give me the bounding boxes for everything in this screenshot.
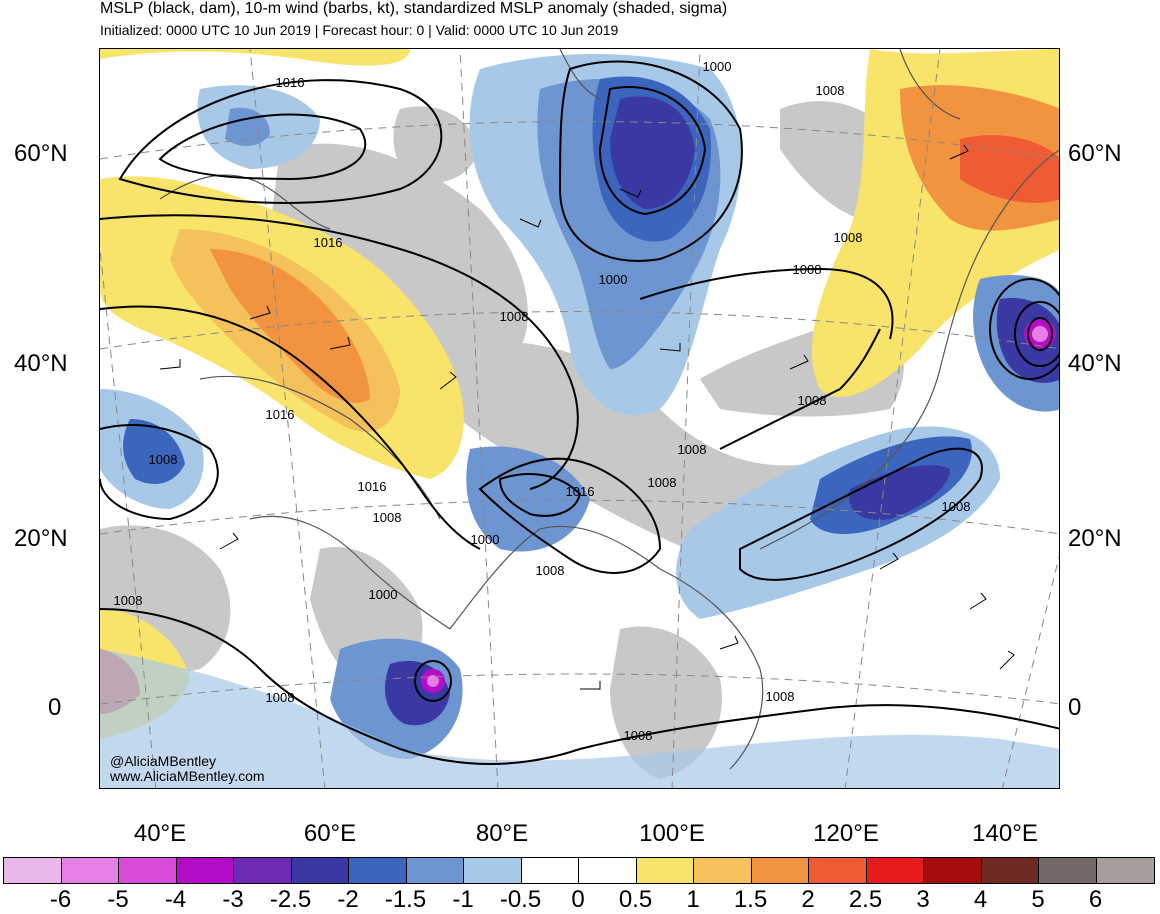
colorbar-tick-label: -1.5: [384, 886, 427, 913]
colorbar-tick-label: 1.5: [733, 886, 768, 913]
colorbar-swatch: [521, 858, 579, 883]
colorbar-tick-label: 0.5: [618, 886, 653, 913]
colorbar-tick-label: -1: [452, 886, 474, 913]
lat-label-left: 40°N: [14, 350, 68, 377]
colorbar-swatch: [694, 858, 752, 883]
isobar-label: 1008: [500, 309, 529, 324]
chart-subtitle: Initialized: 0000 UTC 10 Jun 2019 | Fore…: [100, 22, 619, 38]
colorbar-swatch: [1096, 858, 1154, 883]
isobar-label: 1008: [766, 689, 795, 704]
lat-label-right: 20°N: [1068, 525, 1122, 552]
lat-label-right: 60°N: [1068, 140, 1122, 167]
colorbar-swatch: [924, 858, 982, 883]
isobar-label: 1008: [624, 728, 653, 743]
isobar-label: 1008: [816, 83, 845, 98]
isobar-label: 1000: [369, 587, 398, 602]
colorbar-swatch: [234, 858, 292, 883]
colorbar-swatch: [406, 858, 464, 883]
coastlines: [159, 49, 1059, 770]
isobar-label: 1016: [276, 75, 305, 90]
isobar-label: 1000: [471, 532, 500, 547]
colorbar-tick-label: 0: [571, 886, 585, 913]
isobar-label: 1008: [114, 593, 143, 608]
colorbar-tick-label: -3: [222, 886, 244, 913]
lat-label-right: 0: [1068, 694, 1082, 721]
colorbar-tick-label: -4: [164, 886, 187, 913]
negative-anomaly-shading: [100, 54, 1059, 788]
colorbar-tick-label: 2: [801, 886, 815, 913]
isobar-label: 1008: [798, 393, 827, 408]
lon-label: 60°E: [303, 820, 357, 847]
colorbar-tick-label: -2: [337, 886, 359, 913]
isobar-label: 1016: [314, 235, 343, 250]
credit-site: www.AliciaMBentley.com: [110, 768, 265, 784]
credit-handle: @AliciaMBentley: [110, 753, 217, 769]
isobar-label: 1008: [648, 475, 677, 490]
isobar-label: 1008: [834, 230, 863, 245]
isobar-label: 1008: [793, 262, 822, 277]
lon-label: 40°E: [133, 820, 187, 847]
colorbar-tick-label: 2.5: [848, 886, 883, 913]
colorbar-tick-label: -2.5: [269, 886, 312, 913]
lon-label: 80°E: [475, 820, 529, 847]
colorbar-swatch: [176, 858, 234, 883]
colorbar-tick-label: -5: [107, 886, 129, 913]
colorbar-swatch: [1039, 858, 1097, 883]
colorbar-swatch: [464, 858, 522, 883]
isobar-label: 1008: [942, 499, 971, 514]
map-canvas: 1016 1000 1008 1016 1008 1000 1008 1016 …: [100, 49, 1059, 788]
colorbar-swatch: [119, 858, 177, 883]
colorbar-swatch: [291, 858, 349, 883]
isobar-label: 1016: [566, 484, 595, 499]
isobar-label: 1008: [678, 442, 707, 457]
colorbar-swatch: [866, 858, 924, 883]
isobar-label: 1008: [373, 510, 402, 525]
colorbar-swatch: [809, 858, 867, 883]
colorbar-tick-label: -0.5: [499, 886, 542, 913]
colorbar-swatch: [636, 858, 694, 883]
lat-label-left: 60°N: [14, 140, 68, 167]
lon-label: 120°E: [813, 820, 879, 847]
isobar-label: 1008: [149, 452, 178, 467]
chart-title: MSLP (black, dam), 10-m wind (barbs, kt)…: [100, 0, 728, 17]
colorbar-swatch: [981, 858, 1039, 883]
map-panel[interactable]: 1016 1000 1008 1016 1008 1000 1008 1016 …: [99, 48, 1060, 789]
isobar-label: 1008: [536, 563, 565, 578]
colorbar-swatch: [349, 858, 407, 883]
colorbar-tick-label: -6: [49, 886, 72, 913]
isobar-label: 1008: [266, 690, 295, 705]
lon-label: 100°E: [639, 820, 705, 847]
isobar-label-group: 1016 1000 1008 1016 1008 1000 1008 1016 …: [114, 59, 971, 743]
lat-label-right: 40°N: [1068, 350, 1122, 377]
graticule: [100, 49, 1059, 788]
wind-barbs: [159, 144, 1015, 690]
isobar-label: 1016: [358, 479, 387, 494]
anomaly-colorbar: [3, 857, 1155, 884]
colorbar-tick-label: 4: [973, 886, 988, 913]
isobar-label: 1016: [266, 407, 295, 422]
lon-label: 140°E: [972, 820, 1038, 847]
colorbar-tick-label: 3: [916, 886, 930, 913]
colorbar-swatch: [579, 858, 637, 883]
colorbar-swatch: [61, 858, 119, 883]
isobars: [100, 60, 1059, 765]
isobar-label: 1000: [703, 59, 732, 74]
colorbar-swatch: [4, 858, 62, 883]
isobar-label: 1000: [599, 272, 628, 287]
colorbar-tick-label: 6: [1088, 886, 1103, 913]
lat-label-left: 0: [48, 694, 62, 721]
lat-label-left: 20°N: [14, 525, 68, 552]
colorbar-tick-label: 5: [1031, 886, 1045, 913]
colorbar-tick-label: 1: [686, 886, 700, 913]
colorbar-swatch: [751, 858, 809, 883]
